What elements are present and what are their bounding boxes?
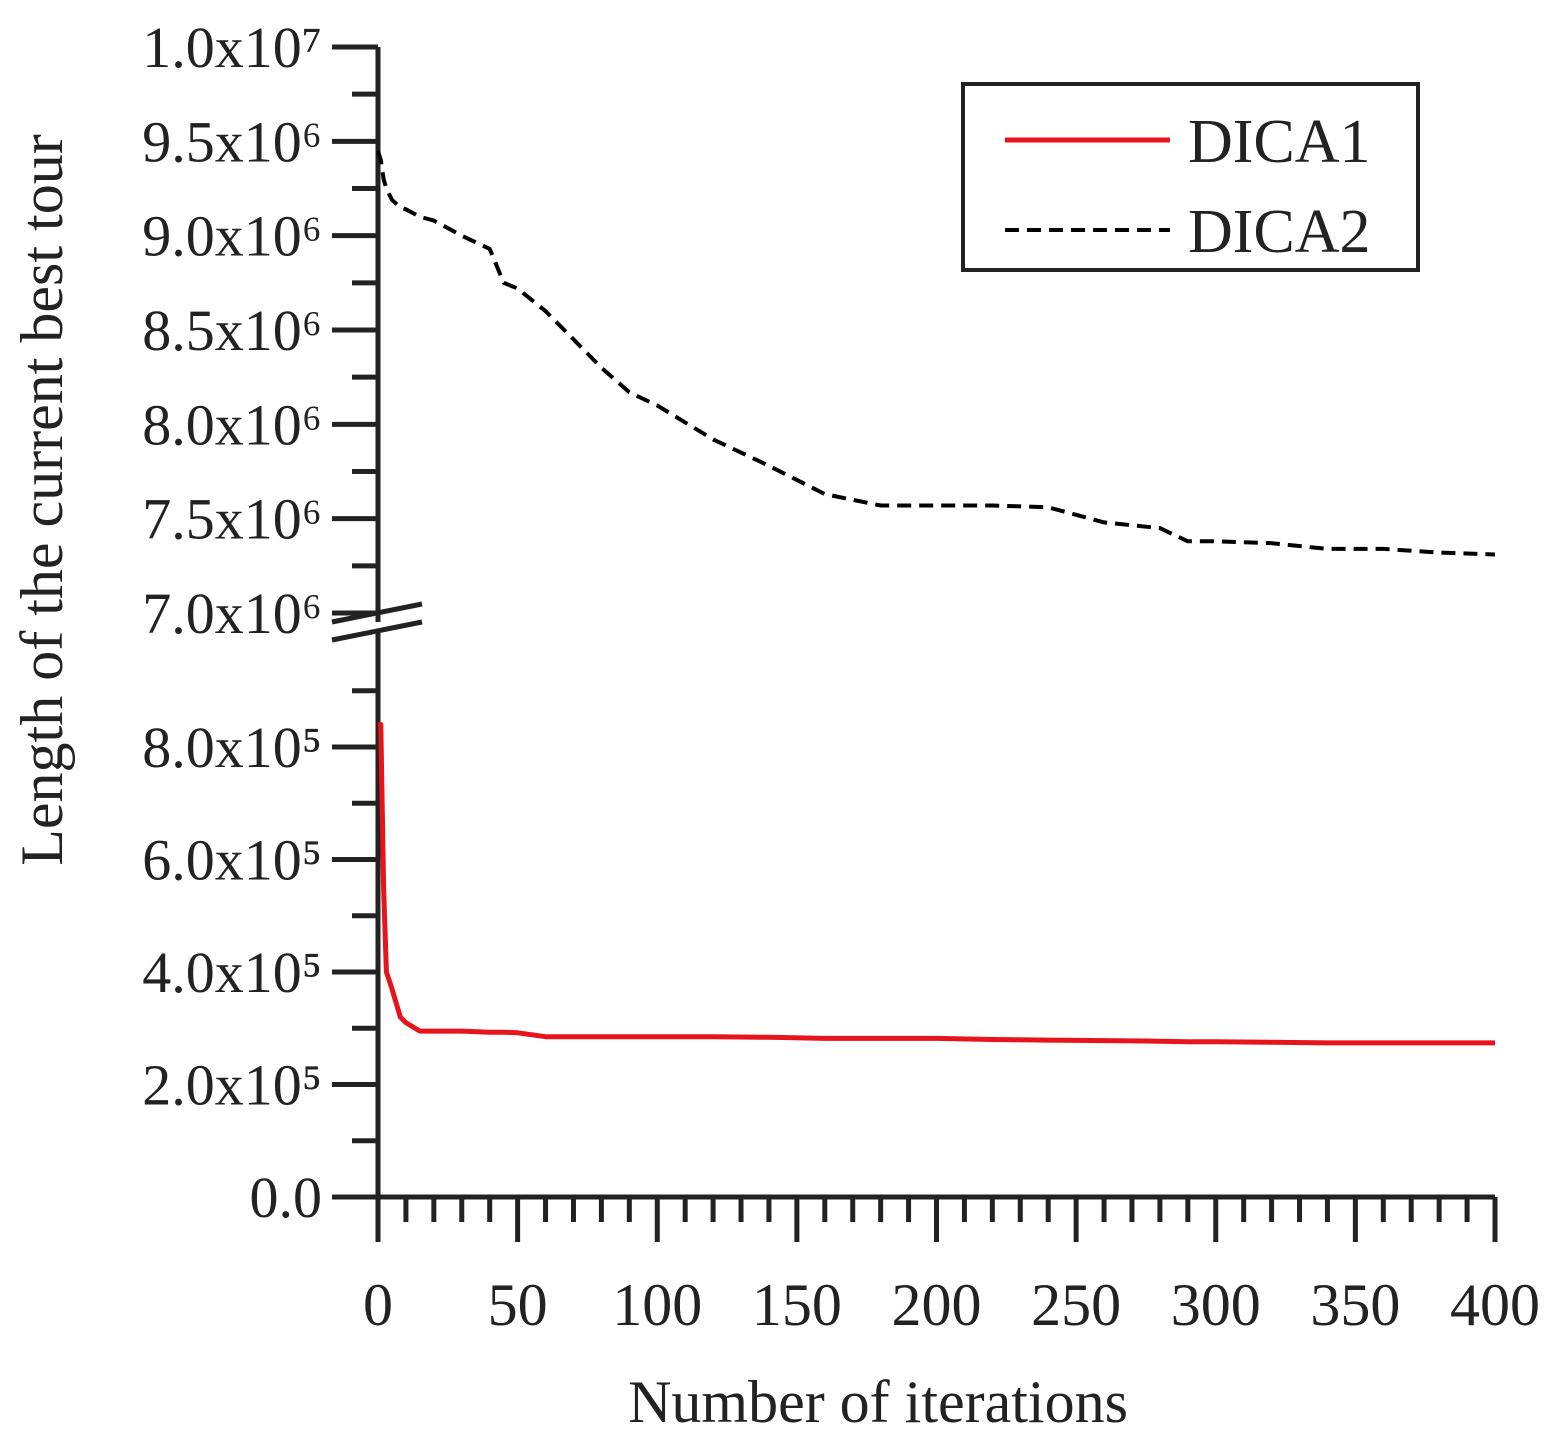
x-tick-label: 350 <box>1310 1272 1400 1338</box>
legend-label: DICA1 <box>1188 108 1371 176</box>
y-tick-label: 8.0x10⁵ <box>142 715 322 780</box>
y-tick-label: 7.0x10⁶ <box>142 581 322 646</box>
y-tick-label: 2.0x10⁵ <box>142 1053 322 1118</box>
series-line <box>378 722 1495 1046</box>
y-tick-label: 6.0x10⁵ <box>142 828 322 893</box>
y-tick-label: 4.0x10⁵ <box>142 940 322 1005</box>
x-tick-label: 250 <box>1031 1272 1121 1338</box>
axis-break <box>331 619 423 643</box>
x-tick-label: 400 <box>1450 1272 1540 1338</box>
x-tick-label: 300 <box>1171 1272 1261 1338</box>
y-tick-label: 8.0x10⁶ <box>142 392 322 457</box>
x-tick-label: 100 <box>612 1272 702 1338</box>
legend-box <box>961 82 1420 272</box>
y-tick-label: 0.0 <box>250 1165 323 1230</box>
legend-label: DICA2 <box>1188 198 1371 266</box>
y-tick-label: 8.5x10⁶ <box>142 298 322 363</box>
y-tick-label: 9.5x10⁶ <box>142 109 322 174</box>
x-tick-label: 150 <box>752 1272 842 1338</box>
y-tick-label: 7.5x10⁶ <box>142 487 322 552</box>
y-tick-label: 1.0x10⁷ <box>142 15 322 80</box>
x-tick-label: 0 <box>363 1272 393 1338</box>
y-axis-label: Length of the current best tour <box>9 134 75 865</box>
y-tick-label: 9.0x10⁶ <box>142 204 322 269</box>
x-tick-label: 200 <box>892 1272 982 1338</box>
x-axis-label: Number of iterations <box>628 1369 1128 1435</box>
x-tick-label: 50 <box>488 1272 548 1338</box>
series-line <box>376 150 1496 557</box>
